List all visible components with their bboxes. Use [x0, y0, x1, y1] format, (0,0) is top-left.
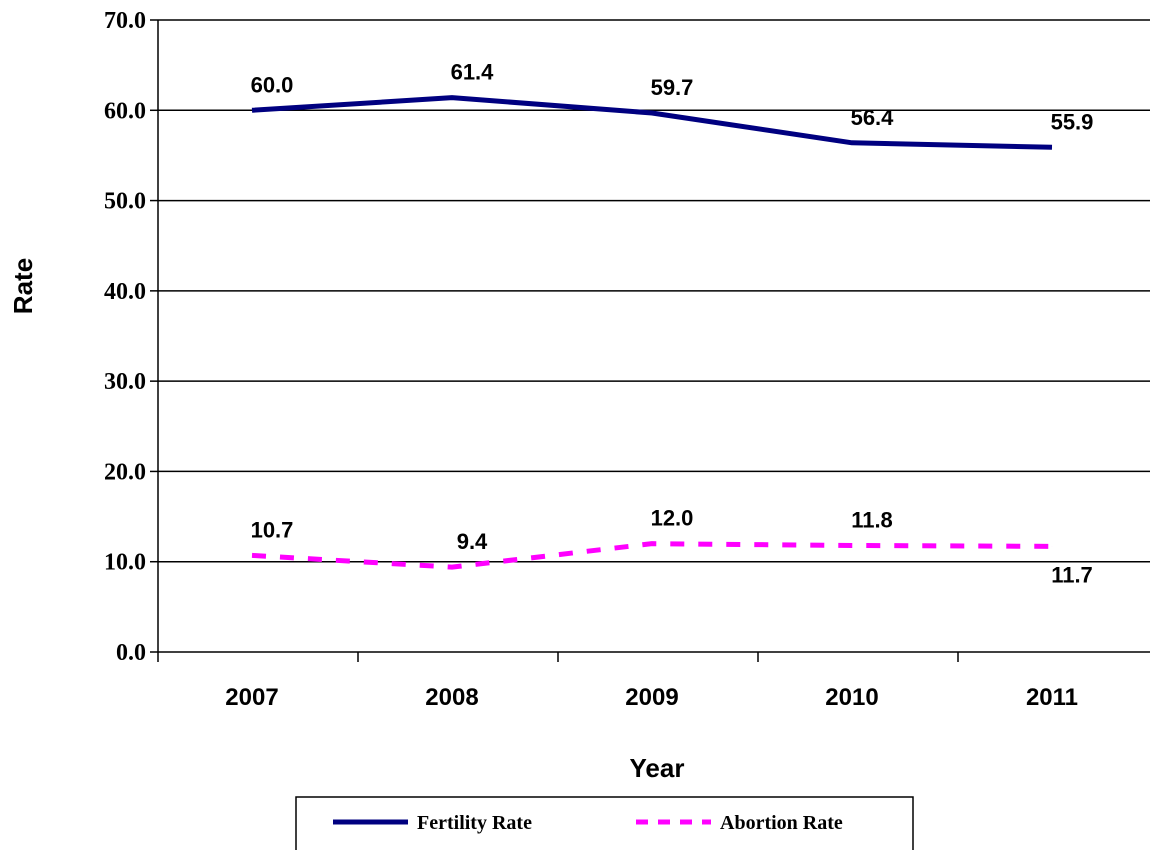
x-axis-title: Year	[630, 753, 685, 783]
x-tick-label: 2007	[225, 684, 278, 711]
data-label: 12.0	[651, 506, 694, 531]
y-tick-label: 50.0	[104, 189, 146, 215]
y-tick-label: 70.0	[104, 8, 146, 34]
y-tick-label: 20.0	[104, 459, 146, 485]
y-tick-label: 30.0	[104, 369, 146, 395]
legend: Fertility Rate Abortion Rate	[295, 796, 914, 850]
data-label: 61.4	[451, 60, 495, 85]
y-tick-label: 60.0	[104, 98, 146, 124]
series-line-fertility-rate	[251, 95, 1053, 150]
series-line-abortion-rate	[251, 541, 1053, 570]
legend-label-fertility-rate: Fertility Rate	[417, 812, 532, 834]
data-label: 10.7	[251, 517, 294, 542]
data-label: 60.0	[251, 72, 294, 97]
data-label: 11.7	[1051, 562, 1093, 587]
series-lines	[251, 95, 1053, 570]
y-axis-title: Rate	[8, 258, 38, 314]
y-axis-ticks: 0.0 10.0 20.0 30.0 40.0 50.0 60.0 70.0	[104, 8, 158, 666]
data-label: 9.4	[457, 529, 488, 554]
x-tick-label: 2009	[625, 684, 678, 711]
x-tick-label: 2010	[825, 684, 878, 711]
data-label: 55.9	[1051, 109, 1094, 134]
x-tick-label: 2011	[1026, 684, 1078, 711]
data-label: 59.7	[651, 75, 694, 100]
y-tick-label: 10.0	[104, 550, 146, 576]
data-labels: 60.0 61.4 59.7 56.4 55.9 10.7 9.4 12.0 11.8 11.7	[251, 60, 1094, 588]
y-tick-label: 40.0	[104, 279, 146, 305]
data-label: 11.8	[851, 507, 893, 532]
x-tick-label: 2008	[425, 684, 478, 711]
legend-label-abortion-rate: Abortion Rate	[720, 812, 843, 834]
y-tick-label: 0.0	[116, 640, 146, 666]
gridlines	[158, 19, 1150, 563]
x-axis: 2007 2008 2009 2010 2011	[157, 20, 1150, 711]
data-label: 56.4	[851, 105, 895, 130]
